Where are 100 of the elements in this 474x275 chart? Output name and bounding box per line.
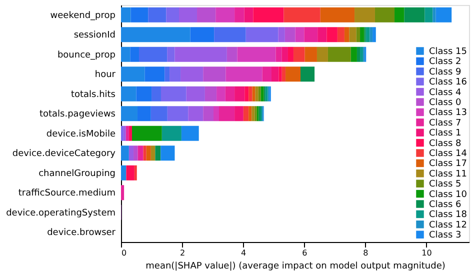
bar — [148, 7, 166, 22]
bar — [255, 86, 258, 102]
legend-label: Class 18 — [429, 210, 468, 220]
bar — [197, 7, 216, 22]
bar — [130, 46, 140, 62]
bar — [204, 86, 217, 102]
y-tick-label: device.isMobile — [46, 129, 116, 140]
y-tick-label: bounce_prop — [57, 50, 116, 60]
bar — [328, 46, 351, 62]
bar — [246, 27, 278, 42]
bar — [260, 86, 264, 102]
bar — [350, 46, 357, 62]
bar — [128, 146, 134, 161]
bar — [337, 27, 344, 42]
bar — [282, 46, 288, 62]
bar — [226, 66, 262, 82]
legend-label: Class 7 — [429, 118, 462, 128]
bar — [349, 27, 356, 42]
legend-label: Class 10 — [429, 190, 468, 200]
bar — [216, 86, 226, 102]
y-tick-label: sessionId — [74, 30, 116, 41]
bar — [278, 27, 285, 42]
bar — [234, 7, 244, 22]
legend-label: Class 17 — [429, 159, 467, 170]
bar — [248, 106, 252, 122]
bar — [288, 46, 294, 62]
bar — [128, 126, 132, 141]
legend-label: Class 13 — [429, 108, 467, 118]
bar — [180, 66, 204, 82]
bar — [372, 27, 376, 42]
bar — [252, 86, 256, 102]
legend-label: Class 15 — [429, 47, 467, 57]
bar — [286, 66, 300, 82]
bar — [237, 46, 276, 62]
bar — [174, 46, 227, 62]
y-tick-label: channelGrouping — [38, 168, 116, 179]
bar — [155, 146, 161, 161]
bar — [138, 146, 144, 161]
legend-label: Class 2 — [429, 57, 462, 68]
bar — [213, 106, 219, 122]
bar — [360, 46, 364, 62]
bar — [152, 86, 161, 102]
bar — [136, 86, 152, 102]
bar — [121, 27, 190, 42]
bar — [134, 146, 138, 161]
bar — [360, 27, 364, 42]
x-tick-label: 8 — [363, 248, 368, 258]
bar — [186, 86, 205, 102]
bar — [181, 126, 199, 141]
legend-label: Class 9 — [429, 67, 462, 78]
bar — [436, 7, 452, 22]
bar — [137, 106, 151, 122]
bar — [318, 27, 327, 42]
bar — [144, 66, 165, 82]
bar — [164, 66, 170, 82]
bar — [304, 27, 318, 42]
bar — [143, 146, 146, 161]
bar — [162, 126, 182, 141]
bar — [252, 106, 255, 122]
y-tick-label: device.browser — [47, 228, 116, 238]
bar — [374, 7, 395, 22]
bar — [150, 106, 168, 122]
y-tick-label: hour — [94, 70, 116, 80]
y-tick-label: weekend_prop — [50, 10, 116, 21]
bar — [216, 7, 235, 22]
bar — [284, 27, 296, 42]
bar — [123, 126, 126, 141]
bar — [243, 106, 249, 122]
x-tick-label: 2 — [180, 248, 186, 258]
bar — [282, 66, 286, 82]
bar — [300, 66, 315, 82]
bar — [121, 106, 138, 122]
legend-label: Class 4 — [429, 88, 462, 98]
y-tick-label: totals.hits — [70, 90, 116, 100]
x-tick-label: 0 — [122, 248, 127, 258]
bar — [354, 7, 375, 22]
bar — [293, 46, 305, 62]
bar — [226, 46, 238, 62]
x-axis-title: mean(|SHAP value|) (average impact on model output magnitude) — [146, 262, 446, 272]
bar — [167, 106, 188, 122]
x-tick-label: 10 — [422, 248, 432, 258]
bar — [344, 27, 350, 42]
bar — [188, 106, 204, 122]
bar — [366, 27, 370, 42]
bar — [203, 66, 226, 82]
bar — [179, 7, 198, 22]
x-tick-label: 6 — [302, 248, 308, 258]
y-tick-label: device.operatingSystem — [6, 208, 116, 218]
bar — [404, 7, 425, 22]
x-tick-label: 4 — [241, 248, 246, 258]
bar — [167, 46, 175, 62]
bar — [121, 46, 130, 62]
y-tick-label: trafficSource.medium — [18, 188, 116, 199]
legend-label: Class 1 — [429, 128, 462, 139]
bar — [203, 106, 214, 122]
bar — [258, 86, 261, 102]
bar — [278, 66, 282, 82]
bar — [190, 27, 214, 42]
bar — [146, 146, 151, 161]
bar — [265, 86, 268, 102]
